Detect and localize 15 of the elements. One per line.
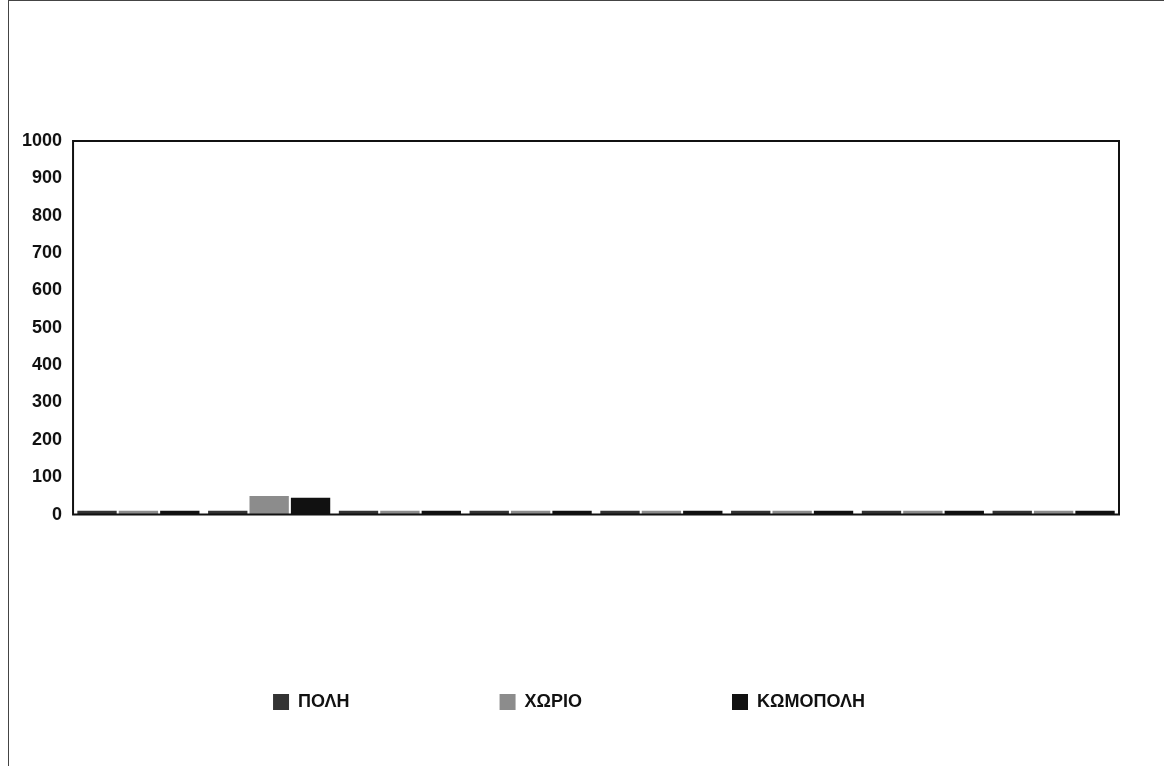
y-tick-label: 200 (32, 428, 63, 449)
bar (249, 495, 289, 515)
legend-label: ΚΩΜΟΠΟΛΗ (757, 690, 865, 711)
y-tick-label: 400 (32, 354, 63, 375)
y-tick-label: 800 (32, 204, 63, 225)
y-tick-label: 500 (32, 316, 63, 337)
legend-label: ΧΩΡΙΟ (524, 690, 583, 711)
y-tick-label: 100 (32, 466, 63, 487)
y-tick-label: 1000 (22, 129, 63, 150)
y-tick-label: 0 (52, 503, 63, 524)
y-tick-label: 600 (32, 279, 63, 300)
y-tick-label: 300 (32, 391, 63, 412)
y-tick-label: 700 (32, 242, 63, 263)
y-tick-label: 900 (32, 167, 63, 188)
legend-label: ΠΟΛΗ (298, 690, 350, 711)
